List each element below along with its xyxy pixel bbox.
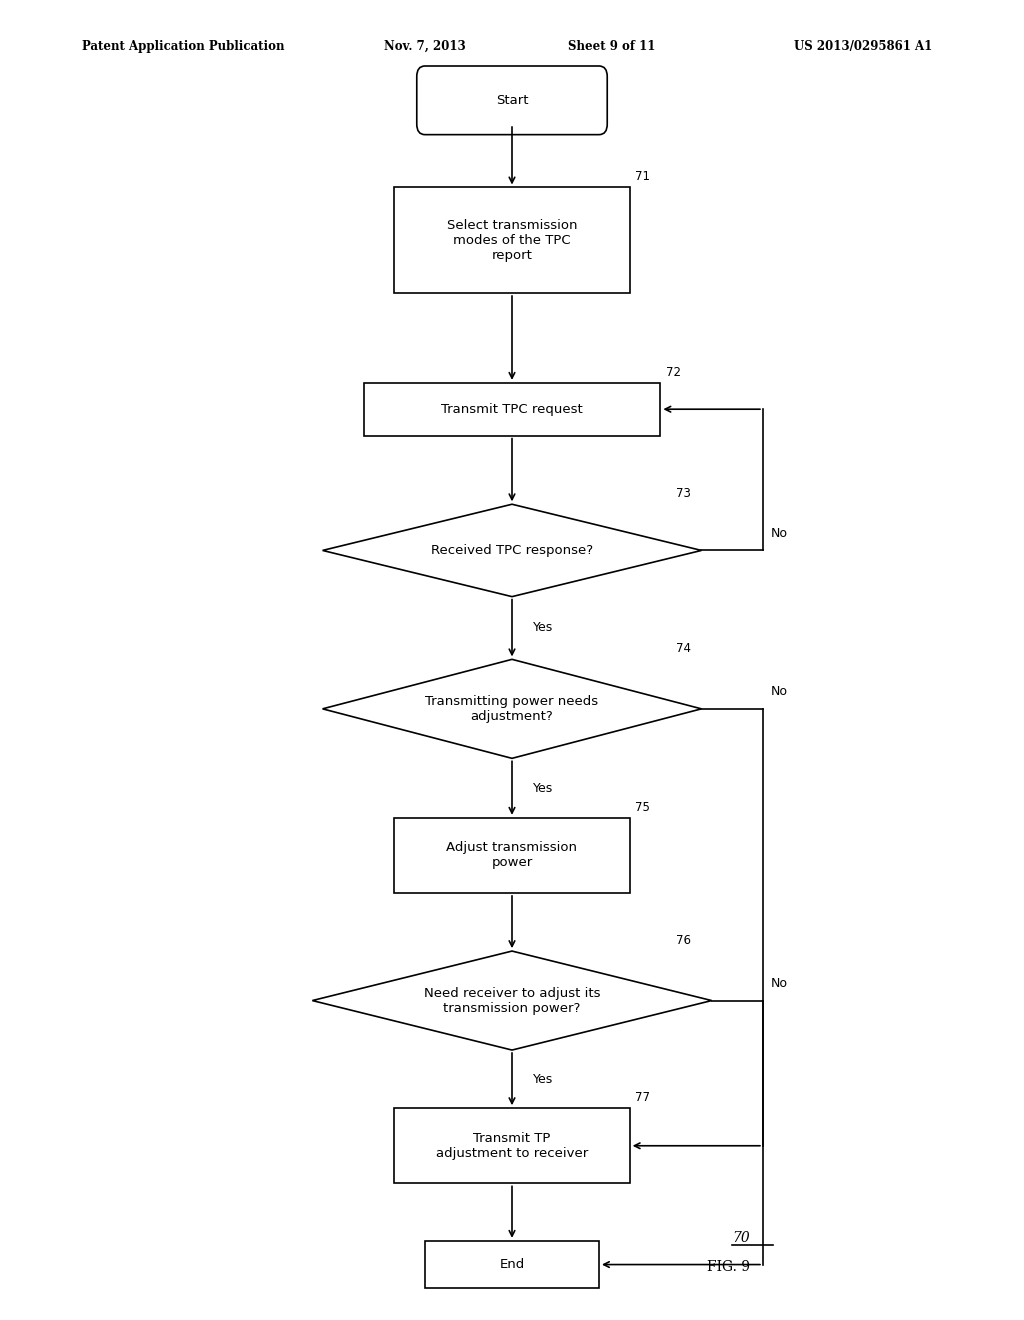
Polygon shape — [323, 659, 701, 758]
Text: Need receiver to adjust its
transmission power?: Need receiver to adjust its transmission… — [424, 986, 600, 1015]
Bar — [394, 1109, 630, 1183]
Text: No: No — [771, 527, 788, 540]
Text: FIG. 9: FIG. 9 — [707, 1261, 750, 1274]
Text: 75: 75 — [635, 801, 650, 813]
Text: 76: 76 — [676, 935, 691, 948]
Text: 72: 72 — [666, 366, 681, 379]
Text: Patent Application Publication: Patent Application Publication — [82, 40, 285, 53]
Bar — [394, 187, 630, 293]
FancyBboxPatch shape — [417, 66, 607, 135]
Text: 70: 70 — [732, 1232, 750, 1245]
Text: Transmitting power needs
adjustment?: Transmitting power needs adjustment? — [425, 694, 599, 723]
Text: US 2013/0295861 A1: US 2013/0295861 A1 — [794, 40, 932, 53]
Bar — [394, 818, 630, 894]
Text: Transmit TPC request: Transmit TPC request — [441, 403, 583, 416]
Polygon shape — [323, 504, 701, 597]
Text: 71: 71 — [635, 170, 650, 183]
Text: Yes: Yes — [532, 781, 553, 795]
Text: No: No — [771, 685, 788, 698]
Bar — [425, 1241, 599, 1288]
Text: Transmit TP
adjustment to receiver: Transmit TP adjustment to receiver — [436, 1131, 588, 1160]
Text: Yes: Yes — [532, 1073, 553, 1085]
Text: Received TPC response?: Received TPC response? — [431, 544, 593, 557]
Polygon shape — [312, 950, 712, 1051]
Text: Yes: Yes — [532, 622, 553, 635]
Text: 74: 74 — [676, 643, 691, 655]
Bar — [364, 383, 660, 436]
Text: 77: 77 — [635, 1092, 650, 1104]
Text: Start: Start — [496, 94, 528, 107]
Text: Adjust transmission
power: Adjust transmission power — [446, 841, 578, 870]
Text: Sheet 9 of 11: Sheet 9 of 11 — [568, 40, 655, 53]
Text: No: No — [771, 977, 788, 990]
Text: End: End — [500, 1258, 524, 1271]
Text: 73: 73 — [676, 487, 691, 500]
Text: Nov. 7, 2013: Nov. 7, 2013 — [384, 40, 466, 53]
Text: Select transmission
modes of the TPC
report: Select transmission modes of the TPC rep… — [446, 219, 578, 261]
